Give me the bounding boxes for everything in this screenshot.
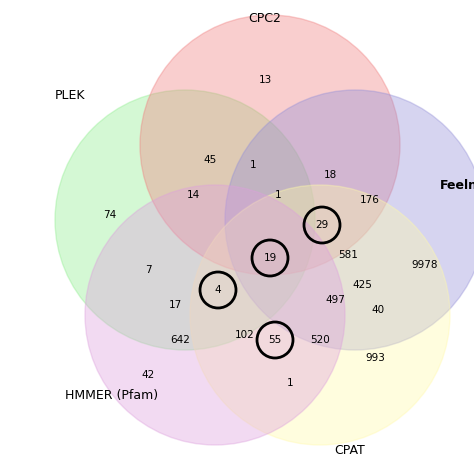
Text: PLEK: PLEK <box>55 89 85 101</box>
Text: 1: 1 <box>250 160 256 170</box>
Text: 18: 18 <box>323 170 337 180</box>
Text: 19: 19 <box>264 253 277 263</box>
Text: 642: 642 <box>170 335 190 345</box>
Text: 1: 1 <box>275 190 281 200</box>
Circle shape <box>225 90 474 350</box>
Text: 45: 45 <box>203 155 217 165</box>
Text: HMMER (Pfam): HMMER (Pfam) <box>65 389 158 401</box>
Text: 17: 17 <box>168 300 182 310</box>
Circle shape <box>85 185 345 445</box>
Text: 55: 55 <box>268 335 282 345</box>
Circle shape <box>140 15 400 275</box>
Text: 29: 29 <box>315 220 328 230</box>
Text: CPC2: CPC2 <box>248 11 282 25</box>
Text: 13: 13 <box>258 75 272 85</box>
Text: Feelnc: Feelnc <box>440 179 474 191</box>
Text: 9978: 9978 <box>412 260 438 270</box>
Text: 40: 40 <box>372 305 384 315</box>
Text: 1: 1 <box>287 378 293 388</box>
Circle shape <box>190 185 450 445</box>
Text: 4: 4 <box>215 285 221 295</box>
Text: 520: 520 <box>310 335 330 345</box>
Text: 176: 176 <box>360 195 380 205</box>
Text: 497: 497 <box>325 295 345 305</box>
Circle shape <box>55 90 315 350</box>
Text: 7: 7 <box>145 265 151 275</box>
Text: 14: 14 <box>186 190 200 200</box>
Text: 581: 581 <box>338 250 358 260</box>
Text: 74: 74 <box>103 210 117 220</box>
Text: 42: 42 <box>141 370 155 380</box>
Text: 425: 425 <box>352 280 372 290</box>
Text: 102: 102 <box>235 330 255 340</box>
Text: 993: 993 <box>365 353 385 363</box>
Text: CPAT: CPAT <box>335 444 365 456</box>
